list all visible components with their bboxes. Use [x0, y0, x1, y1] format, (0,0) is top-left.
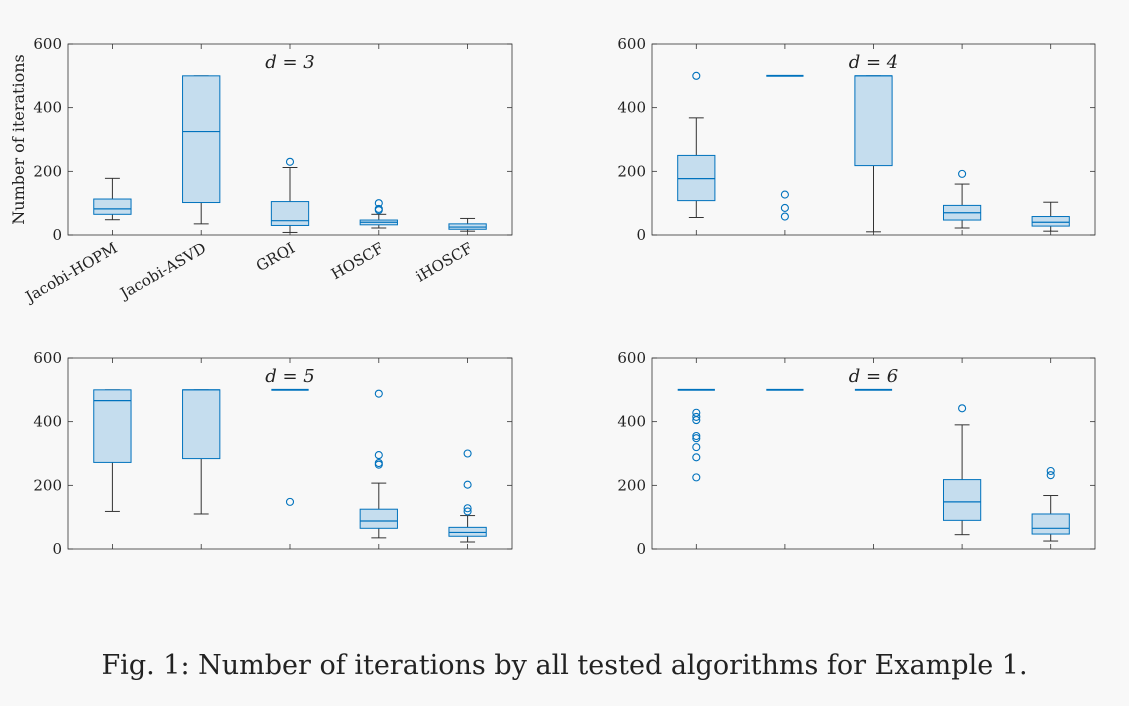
outlier-point [780, 203, 789, 212]
x-tick-label: HOSCF [328, 239, 387, 283]
box-iqr [182, 389, 221, 460]
y-tick-label: 600 [33, 349, 62, 367]
y-tick-label: 400 [33, 413, 62, 431]
outlier-point [463, 507, 472, 516]
y-tick-label: 400 [617, 413, 646, 431]
y-tick-label: 200 [617, 162, 646, 180]
y-tick-label: 400 [617, 99, 646, 117]
box-iqr [93, 389, 132, 463]
box-iqr [1031, 216, 1070, 227]
outlier-point [692, 408, 701, 417]
box-hoscf [942, 404, 982, 536]
box-ihoscf [1031, 201, 1070, 232]
outlier-point [692, 434, 701, 443]
box-ihoscf [448, 449, 487, 543]
box-iqr [677, 154, 716, 202]
outlier-point [780, 190, 789, 199]
outlier-point [692, 443, 701, 452]
y-tick-label: 0 [52, 540, 62, 558]
box-jacobi-hopm [93, 389, 132, 512]
box-jacobi-hopm [677, 71, 716, 218]
outlier-point [463, 449, 472, 458]
subplot-title: d = 5 [265, 366, 315, 387]
outlier-point [374, 204, 383, 213]
x-tick-label: Jacobi-ASVD [115, 239, 209, 304]
box-iqr [448, 526, 487, 537]
outlier-point [1046, 471, 1055, 480]
subplot-title: d = 4 [849, 52, 899, 73]
box-grqi [854, 75, 893, 233]
outlier-point [958, 404, 967, 413]
outlier-point [958, 169, 967, 178]
outlier-point [692, 453, 701, 462]
y-tick-label: 200 [33, 162, 62, 180]
outlier-point [692, 431, 701, 441]
box-iqr [359, 508, 398, 529]
outlier-point [374, 458, 383, 468]
box-iqr [93, 198, 132, 215]
y-tick-label: 200 [617, 476, 646, 494]
subplot-title: d = 3 [265, 52, 315, 73]
box-jacobi-asvd [182, 75, 221, 225]
outlier-point [374, 389, 383, 398]
subplot-3: 0 200 400 600 d = 5 [33, 349, 513, 558]
outlier-point [374, 199, 383, 208]
outlier-point [692, 473, 701, 482]
box-grqi [271, 388, 309, 506]
y-tick-label: 400 [33, 99, 62, 117]
x-tick-label: iHOSCF [413, 239, 476, 286]
box-grqi [270, 157, 310, 233]
y-axis-label: Number of iterations [9, 54, 28, 224]
y-tick-label: 0 [636, 226, 646, 244]
outlier-point [692, 412, 701, 421]
subplot-title: d = 6 [849, 366, 899, 387]
box-iqr [270, 201, 310, 226]
y-tick-label: 600 [33, 35, 62, 53]
y-tick-label: 0 [52, 226, 62, 244]
y-tick-label: 200 [33, 476, 62, 494]
box-iqr [182, 75, 221, 204]
x-tick-label: GRQI [253, 239, 298, 275]
outlier-point [1046, 466, 1055, 476]
box-jacobi-asvd [182, 389, 221, 515]
outlier-point [692, 71, 701, 80]
subplot-2: 0 200 400 600 d = 4 [617, 35, 1096, 244]
box-iqr [854, 75, 893, 167]
box-ihoscf [448, 217, 487, 232]
box-jacobi-asvd [766, 74, 804, 221]
box-ihoscf [1031, 466, 1070, 542]
box-hoscf [359, 199, 398, 229]
outlier-point [463, 504, 472, 513]
box-iqr [942, 479, 982, 521]
box-iqr [1031, 513, 1070, 535]
box-hoscf [942, 169, 982, 229]
outlier-point [374, 451, 383, 460]
subplot-4: 0 200 400 600 d = 6 [617, 349, 1096, 558]
x-tick-label: Jacobi-HOPM [21, 239, 121, 307]
box-jacobi-hopm [93, 177, 132, 221]
y-tick-label: 0 [636, 540, 646, 558]
outlier-point [780, 212, 789, 221]
figure-caption: Fig. 1: Number of iterations by all test… [101, 650, 1028, 681]
y-tick-label: 600 [617, 349, 646, 367]
outlier-point [285, 157, 295, 166]
outlier-point [285, 497, 295, 506]
y-tick-label: 600 [617, 35, 646, 53]
box-jacobi-hopm [677, 388, 715, 482]
box-hoscf [359, 389, 398, 539]
outlier-point [463, 480, 472, 489]
